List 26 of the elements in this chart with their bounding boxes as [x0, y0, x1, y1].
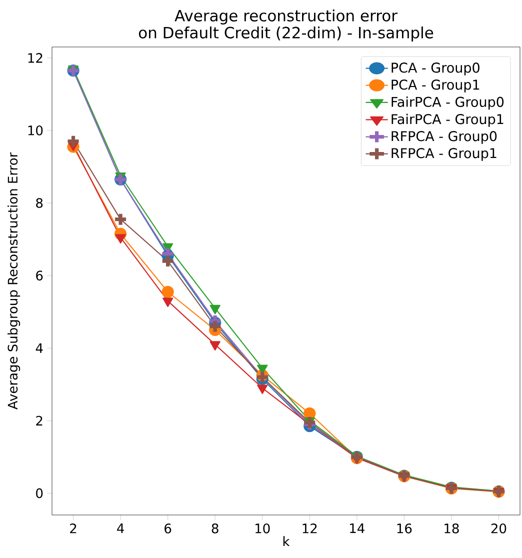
x-tick-label: 2 — [70, 524, 76, 534]
y-axis-title: Average Subgroup Reconstruction Error — [8, 152, 20, 410]
legend-label: FairPCA - Group1 — [392, 114, 504, 127]
y-tick-label: 2 — [36, 416, 42, 426]
legend-label: PCA - Group0 — [392, 62, 480, 76]
y-tick-label: 12 — [28, 53, 42, 63]
legend-label: RFPCA - Group0 — [392, 131, 497, 144]
legend-label: RFPCA - Group1 — [392, 148, 496, 161]
x-tick-label: 6 — [164, 524, 172, 534]
x-tick-label: 10 — [256, 524, 270, 534]
x-tick-label: 4 — [117, 524, 124, 533]
x-tick-label: 20 — [491, 524, 506, 534]
legend-label: PCA - Group1 — [392, 80, 480, 92]
x-tick-label: 18 — [444, 524, 459, 534]
y-tick-label: 10 — [28, 126, 43, 136]
chart-title: Average reconstruction error on Default Credit (22-dim) - In-sample — [138, 9, 434, 42]
y-tick-label: 8 — [36, 198, 43, 208]
x-tick-label: 12 — [302, 524, 317, 534]
y-tick-label: 0 — [36, 488, 43, 498]
x-tick-label: 8 — [212, 524, 218, 534]
x-tick-label: 14 — [350, 524, 364, 533]
x-tick-label: 16 — [397, 524, 412, 534]
y-tick-label: 6 — [36, 270, 43, 280]
legend-label: FairPCA - Group0 — [392, 96, 504, 110]
x-axis-title: k — [283, 536, 290, 546]
y-tick-label: 4 — [36, 343, 43, 353]
